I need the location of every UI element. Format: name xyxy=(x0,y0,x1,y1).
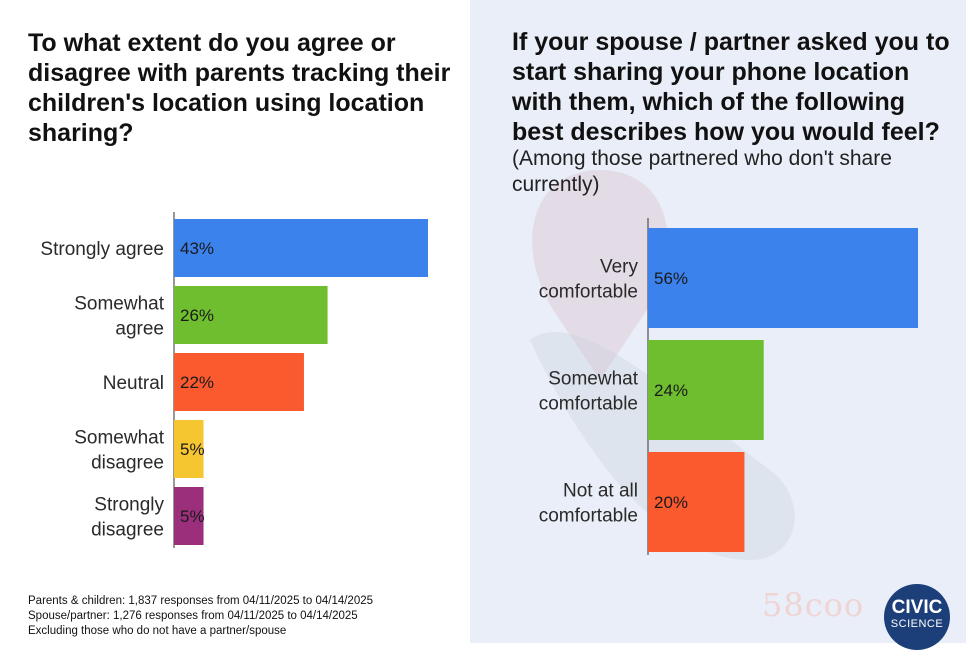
category-label: Neutral xyxy=(103,373,164,394)
logo-text-science: SCIENCE xyxy=(890,618,944,630)
right-panel: If your spouse / partner asked you to st… xyxy=(470,0,966,643)
category-label: comfortable xyxy=(539,506,638,527)
category-label: Somewhat xyxy=(74,428,164,449)
value-label: 20% xyxy=(654,493,688,512)
value-label: 22% xyxy=(180,373,214,392)
value-label: 56% xyxy=(654,269,688,288)
category-label: disagree xyxy=(91,520,164,541)
value-label: 24% xyxy=(654,381,688,400)
footnote-line: Parents & children: 1,837 responses from… xyxy=(28,595,374,607)
bar xyxy=(174,286,328,344)
footnote-line: Spouse/partner: 1,276 responses from 04/… xyxy=(28,610,358,622)
category-label: Strongly agree xyxy=(40,239,164,260)
left-chart-title: To what extent do you agree or disagree … xyxy=(28,29,451,147)
category-label: Somewhat xyxy=(548,369,638,390)
left-bar-chart: 43% Strongly agree 26% Somewhat agree 22% Neut… xyxy=(40,212,428,548)
value-label: 5% xyxy=(180,440,205,459)
bar xyxy=(174,219,428,277)
footnotes: Parents & children: 1,837 responses from… xyxy=(28,594,458,639)
category-label: agree xyxy=(115,319,164,340)
bar xyxy=(648,340,764,440)
civic-science-logo: CIVIC SCIENCE xyxy=(884,584,950,650)
category-label: comfortable xyxy=(539,282,638,303)
bar xyxy=(174,487,204,545)
bar xyxy=(174,420,204,478)
category-label: Strongly xyxy=(94,495,164,516)
right-bar-chart: 56% Very comfortable 24% Somewhat comfortable… xyxy=(539,218,918,555)
category-label: disagree xyxy=(91,453,164,474)
category-label: comfortable xyxy=(539,394,638,415)
watermark: 58coo xyxy=(762,586,865,624)
category-label: Very xyxy=(600,257,639,278)
value-label: 5% xyxy=(180,507,205,526)
bar xyxy=(648,228,918,328)
logo-text-civic: CIVIC xyxy=(891,597,943,618)
category-label: Not at all xyxy=(563,481,638,502)
category-label: Somewhat xyxy=(74,294,164,315)
footnote-line: Excluding those who do not have a partne… xyxy=(28,625,287,637)
value-label: 43% xyxy=(180,239,214,258)
value-label: 26% xyxy=(180,306,214,325)
right-chart-subtitle: (Among those partnered who don't share c… xyxy=(512,147,892,196)
left-panel: To what extent do you agree or disagree … xyxy=(0,0,470,643)
right-chart-title: If your spouse / partner asked you to st… xyxy=(512,28,950,146)
bar xyxy=(174,353,304,411)
bar xyxy=(648,452,745,552)
